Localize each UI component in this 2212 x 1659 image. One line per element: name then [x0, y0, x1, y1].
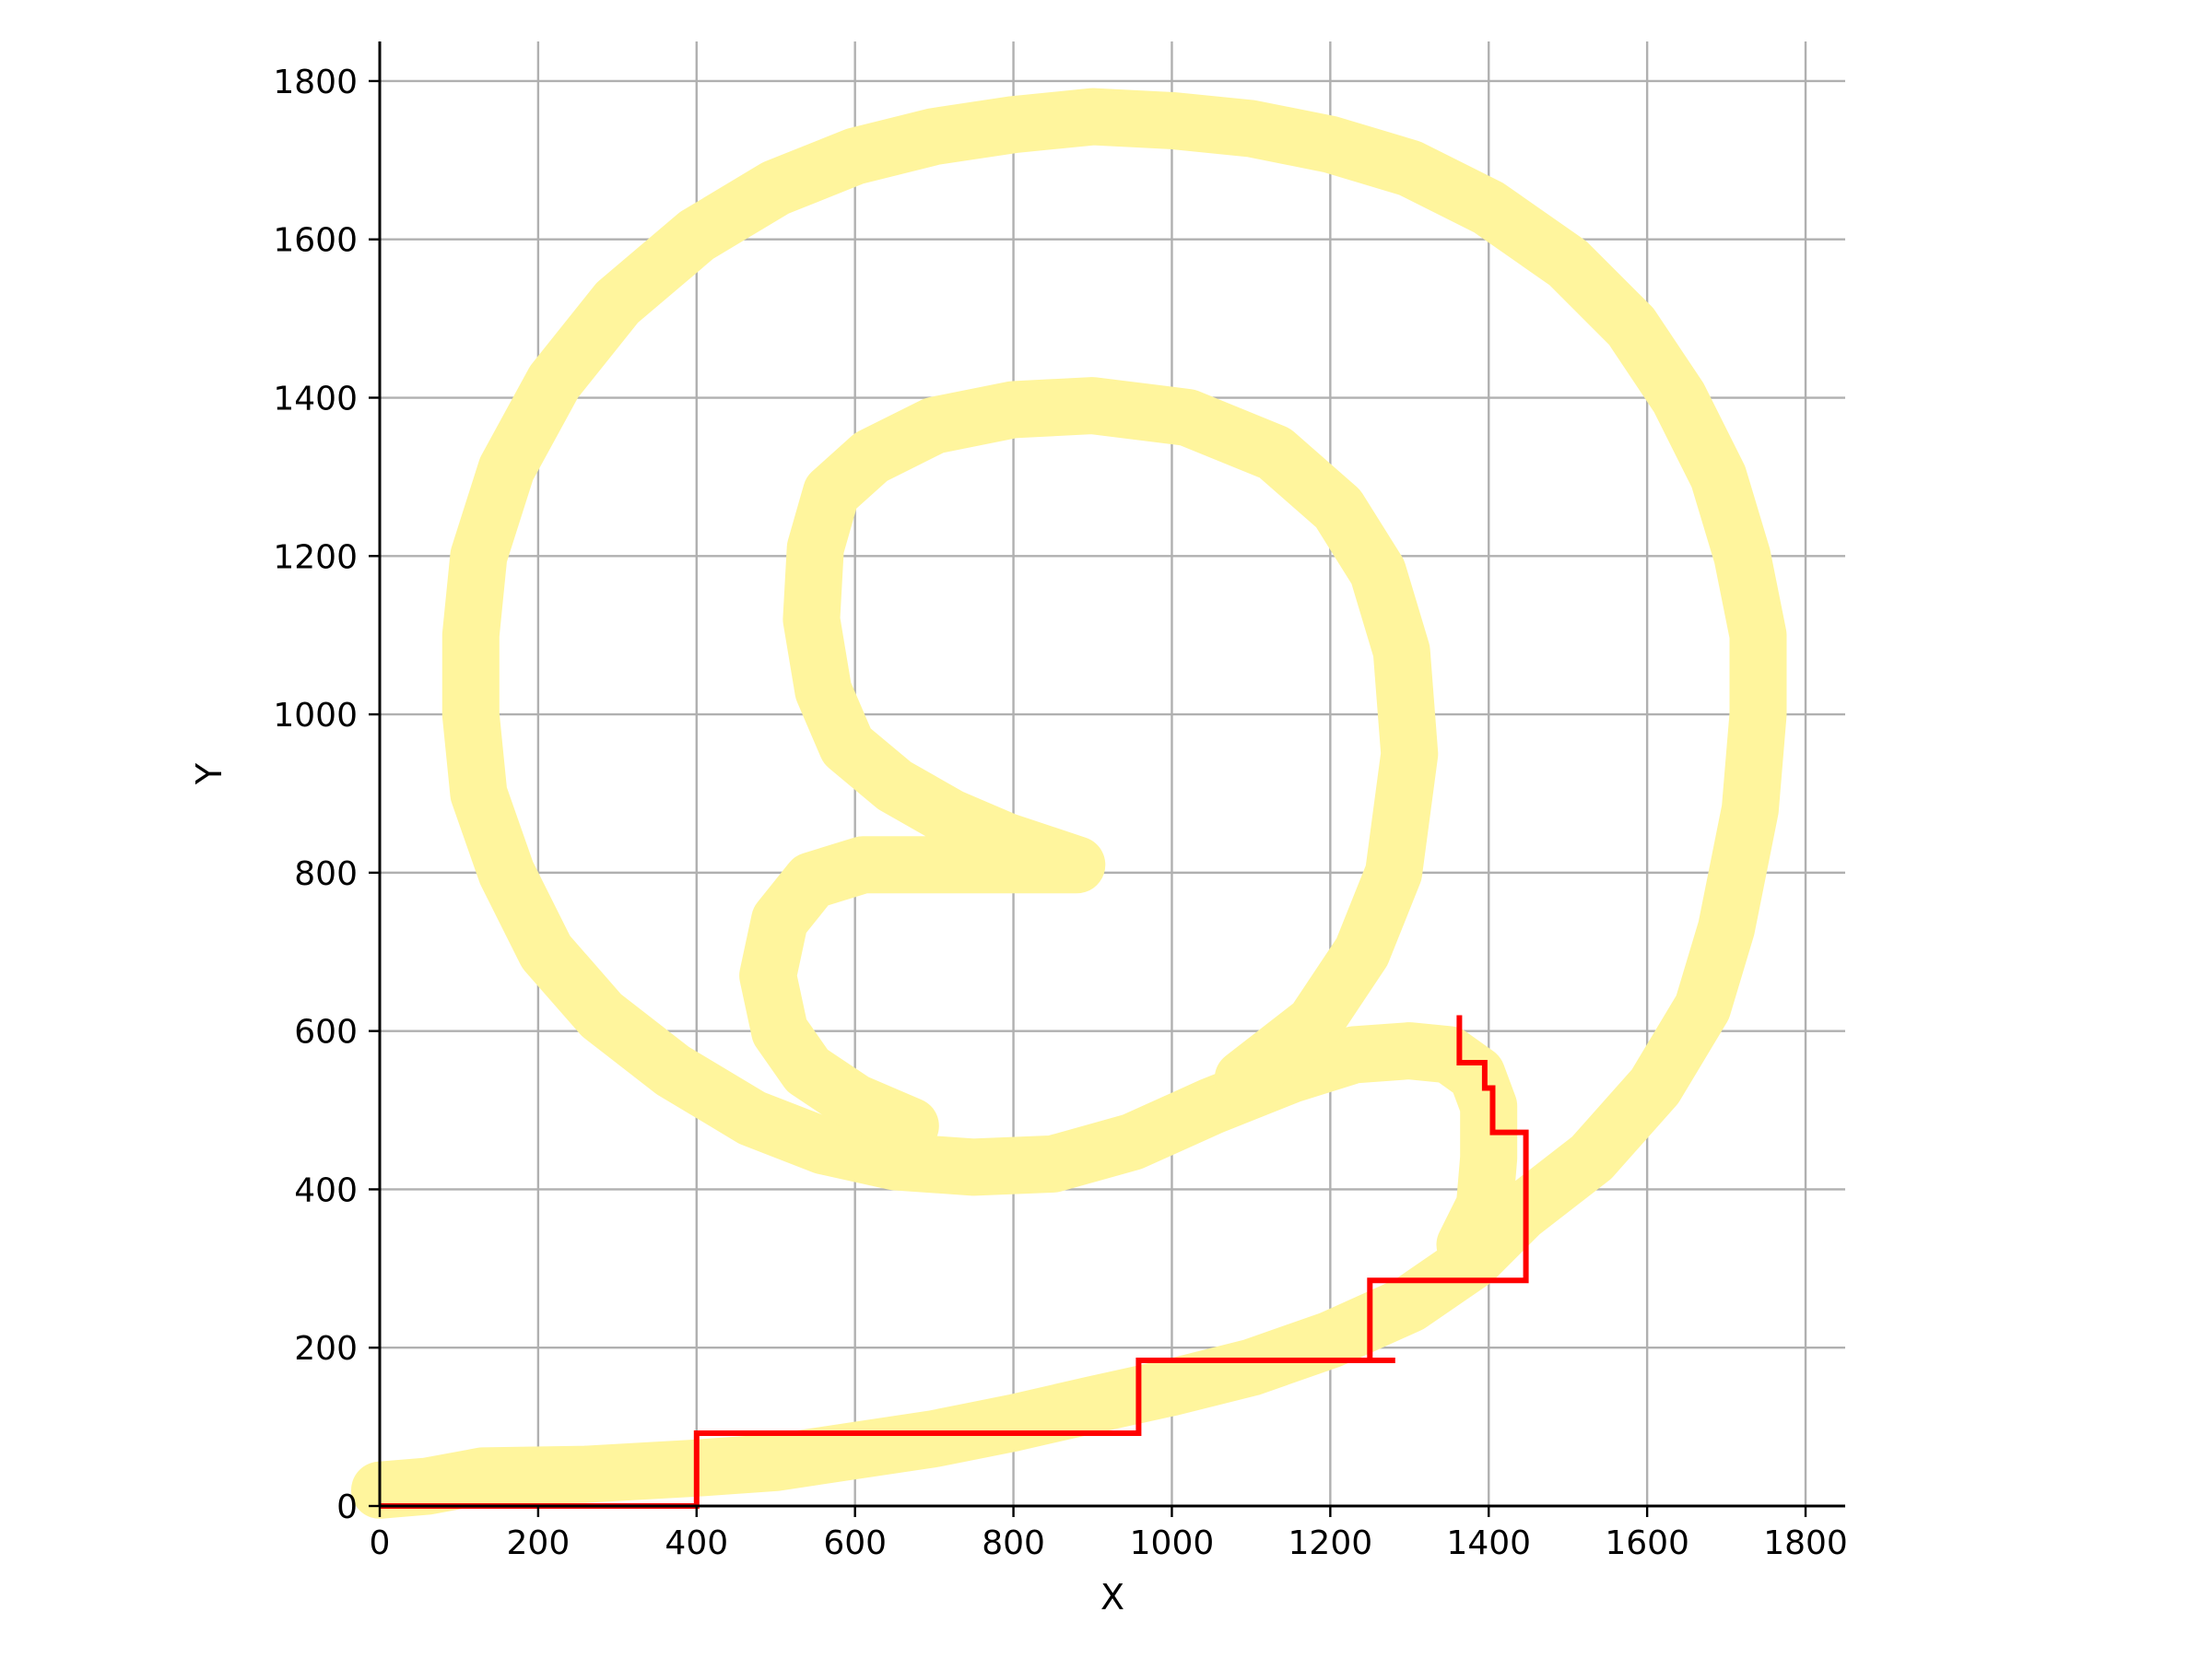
x-axis-label: X	[1100, 1577, 1124, 1618]
y-tick-label: 400	[294, 1171, 358, 1209]
y-tick-label: 1800	[273, 64, 358, 101]
y-tick-label: 1200	[273, 538, 358, 576]
series-layer	[351, 88, 1787, 1519]
x-tick-label: 1400	[1446, 1524, 1531, 1562]
x-tick-label: 600	[823, 1524, 887, 1562]
track-band-series	[351, 88, 1787, 1519]
track-band-series	[739, 377, 1439, 1155]
y-tick-label: 1600	[273, 222, 358, 260]
ticks: 0 200 400 600 800 1000 1200 1400 1600 1800 0 200 400…	[273, 64, 1847, 1562]
y-tick-label: 800	[294, 855, 358, 893]
x-tick-label: 400	[665, 1524, 728, 1562]
x-tick-label: 200	[507, 1524, 571, 1562]
y-tick-label: 1000	[273, 697, 358, 735]
x-tick-label: 1800	[1763, 1524, 1848, 1562]
axes	[378, 41, 1845, 1508]
path-series	[380, 1015, 1529, 1509]
y-axis-label: Y	[189, 762, 229, 785]
y-tick-label: 200	[294, 1330, 358, 1368]
x-tick-label: 0	[370, 1524, 391, 1562]
y-tick-label: 0	[336, 1488, 358, 1526]
grid	[378, 41, 1845, 1508]
x-tick-label: 1000	[1130, 1524, 1215, 1562]
x-tick-label: 1200	[1288, 1524, 1373, 1562]
y-tick-label: 600	[294, 1014, 358, 1052]
y-tick-label: 1400	[273, 381, 358, 418]
x-tick-label: 1600	[1605, 1524, 1689, 1562]
x-tick-label: 800	[982, 1524, 1045, 1562]
